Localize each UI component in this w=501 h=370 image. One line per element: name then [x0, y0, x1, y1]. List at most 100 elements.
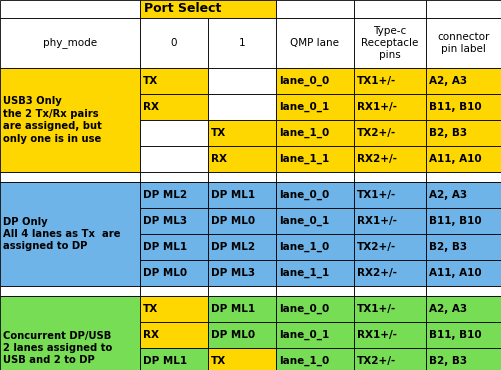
- Text: DP ML1: DP ML1: [211, 190, 255, 200]
- Bar: [208, 348, 276, 370]
- Bar: [208, 172, 276, 182]
- Bar: [354, 172, 426, 182]
- Text: TX2+/-: TX2+/-: [357, 356, 396, 366]
- Bar: [140, 120, 208, 146]
- Bar: [208, 18, 276, 68]
- Text: B11, B10: B11, B10: [429, 330, 481, 340]
- Bar: [208, 234, 276, 260]
- Text: TX2+/-: TX2+/-: [357, 242, 396, 252]
- Text: phy_mode: phy_mode: [43, 37, 97, 48]
- Text: TX1+/-: TX1+/-: [357, 190, 396, 200]
- Bar: [276, 260, 354, 286]
- Bar: [140, 68, 208, 94]
- Bar: [208, 286, 276, 296]
- Text: RX1+/-: RX1+/-: [357, 330, 397, 340]
- Bar: [140, 322, 208, 348]
- Bar: [0, 18, 140, 68]
- Text: DP ML3: DP ML3: [143, 216, 187, 226]
- Bar: [276, 0, 354, 18]
- Bar: [426, 146, 501, 172]
- Text: TX1+/-: TX1+/-: [357, 304, 396, 314]
- Bar: [426, 0, 501, 18]
- Bar: [426, 94, 501, 120]
- Text: RX1+/-: RX1+/-: [357, 216, 397, 226]
- Bar: [426, 172, 501, 182]
- Text: lane_0_0: lane_0_0: [279, 190, 329, 200]
- Bar: [354, 348, 426, 370]
- Text: A2, A3: A2, A3: [429, 76, 467, 86]
- Text: DP ML0: DP ML0: [211, 330, 255, 340]
- Bar: [354, 94, 426, 120]
- Bar: [354, 18, 426, 68]
- Bar: [354, 296, 426, 322]
- Text: A11, A10: A11, A10: [429, 268, 481, 278]
- Text: DP ML3: DP ML3: [211, 268, 255, 278]
- Bar: [208, 182, 276, 208]
- Bar: [0, 182, 140, 286]
- Bar: [276, 120, 354, 146]
- Text: TX2+/-: TX2+/-: [357, 128, 396, 138]
- Text: Concurrent DP/USB
2 lanes assigned to
USB and 2 to DP: Concurrent DP/USB 2 lanes assigned to US…: [3, 331, 112, 366]
- Bar: [354, 120, 426, 146]
- Text: 0: 0: [171, 38, 177, 48]
- Text: DP ML1: DP ML1: [143, 242, 187, 252]
- Bar: [0, 172, 140, 182]
- Bar: [276, 234, 354, 260]
- Text: DP ML1: DP ML1: [211, 304, 255, 314]
- Bar: [276, 208, 354, 234]
- Bar: [208, 120, 276, 146]
- Text: lane_1_0: lane_1_0: [279, 128, 329, 138]
- Bar: [354, 146, 426, 172]
- Bar: [208, 296, 276, 322]
- Bar: [426, 182, 501, 208]
- Bar: [276, 182, 354, 208]
- Bar: [140, 94, 208, 120]
- Bar: [426, 322, 501, 348]
- Text: A2, A3: A2, A3: [429, 304, 467, 314]
- Bar: [208, 146, 276, 172]
- Text: DP Only
All 4 lanes as Tx  are
assigned to DP: DP Only All 4 lanes as Tx are assigned t…: [3, 216, 121, 251]
- Text: A2, A3: A2, A3: [429, 190, 467, 200]
- Bar: [140, 0, 276, 18]
- Text: TX: TX: [211, 128, 226, 138]
- Bar: [140, 234, 208, 260]
- Bar: [208, 68, 276, 94]
- Text: B2, B3: B2, B3: [429, 356, 467, 366]
- Text: lane_0_1: lane_0_1: [279, 330, 329, 340]
- Text: RX: RX: [211, 154, 227, 164]
- Bar: [0, 68, 140, 172]
- Bar: [354, 208, 426, 234]
- Bar: [354, 260, 426, 286]
- Text: 1: 1: [238, 38, 245, 48]
- Text: DP ML0: DP ML0: [211, 216, 255, 226]
- Bar: [354, 182, 426, 208]
- Bar: [426, 348, 501, 370]
- Text: QMP lane: QMP lane: [291, 38, 340, 48]
- Bar: [140, 18, 208, 68]
- Bar: [208, 208, 276, 234]
- Bar: [426, 68, 501, 94]
- Bar: [354, 0, 426, 18]
- Bar: [354, 68, 426, 94]
- Text: Port Select: Port Select: [144, 3, 221, 16]
- Text: B11, B10: B11, B10: [429, 216, 481, 226]
- Text: lane_0_1: lane_0_1: [279, 102, 329, 112]
- Bar: [276, 322, 354, 348]
- Bar: [276, 296, 354, 322]
- Bar: [0, 296, 140, 370]
- Bar: [140, 260, 208, 286]
- Text: lane_0_1: lane_0_1: [279, 216, 329, 226]
- Text: Type-c
Receptacle
pins: Type-c Receptacle pins: [361, 26, 419, 60]
- Text: RX1+/-: RX1+/-: [357, 102, 397, 112]
- Bar: [426, 296, 501, 322]
- Bar: [276, 172, 354, 182]
- Bar: [140, 172, 208, 182]
- Text: TX1+/-: TX1+/-: [357, 76, 396, 86]
- Bar: [276, 286, 354, 296]
- Text: lane_0_0: lane_0_0: [279, 76, 329, 86]
- Bar: [354, 234, 426, 260]
- Text: lane_1_1: lane_1_1: [279, 154, 329, 164]
- Text: lane_1_0: lane_1_0: [279, 242, 329, 252]
- Text: DP ML1: DP ML1: [143, 356, 187, 366]
- Bar: [140, 286, 208, 296]
